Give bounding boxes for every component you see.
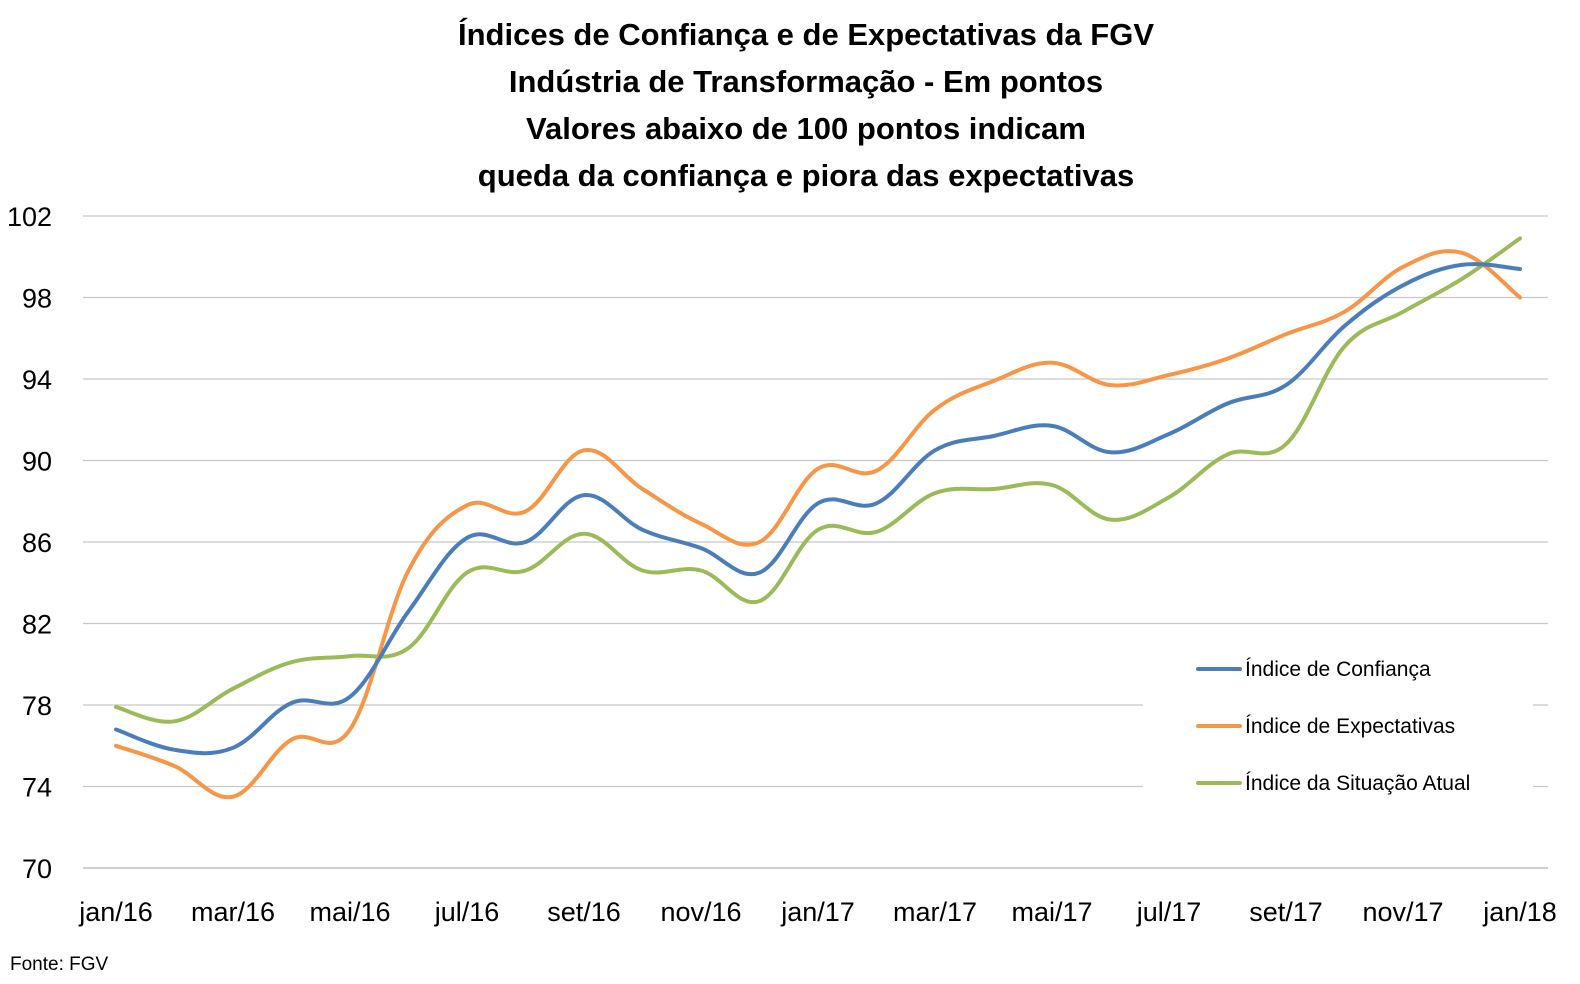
legend-entry-label: Índice de Expectativas [1245, 715, 1455, 738]
y-tick-label: 70 [22, 854, 52, 884]
legend: Índice de Confiança Índice de Expectativa… [1143, 637, 1533, 815]
y-tick-label: 78 [22, 691, 52, 721]
x-tick-label: jul/16 [434, 897, 500, 927]
y-tick-label: 74 [22, 773, 52, 803]
chart-title: Índices de Confiança e de Expectativas d… [458, 17, 1154, 193]
x-tick-label: mai/17 [1011, 897, 1092, 927]
x-tick-label: nov/17 [1362, 897, 1443, 927]
y-axis-tick-labels: 70 74 78 82 86 90 94 98 102 [7, 202, 52, 884]
y-tick-label: 90 [22, 447, 52, 477]
x-tick-label: mai/16 [309, 897, 390, 927]
legend-entry-label: Índice de Confiança [1245, 658, 1431, 681]
y-tick-label: 98 [22, 284, 52, 314]
series-line [114, 262, 1522, 756]
source-note: Fonte: FGV [10, 954, 109, 975]
x-axis-tick-labels: jan/16 mar/16 mai/16 jul/16 set/16 nov/16 jan/… [78, 897, 1557, 927]
x-tick-label: set/16 [547, 897, 621, 927]
x-tick-label: mar/17 [893, 897, 977, 927]
chart-title-line: Valores abaixo de 100 pontos indicam [526, 111, 1086, 146]
x-tick-label: set/17 [1249, 897, 1323, 927]
series-lines [114, 236, 1522, 800]
chart-title-line: queda da confiança e piora das expectati… [478, 158, 1134, 193]
x-tick-label: jan/16 [78, 897, 153, 927]
y-tick-label: 102 [7, 202, 52, 232]
series-line [114, 236, 1522, 724]
y-tick-label: 86 [22, 528, 52, 558]
x-tick-label: jul/17 [1136, 897, 1202, 927]
y-tick-label: 82 [22, 610, 52, 640]
x-tick-label: jan/18 [1482, 897, 1557, 927]
legend-entry-label: Índice da Situação Atual [1245, 772, 1470, 795]
chart-title-line: Índices de Confiança e de Expectativas d… [458, 17, 1154, 52]
chart-title-line: Indústria de Transformação - Em pontos [509, 64, 1103, 99]
series-line [114, 249, 1522, 800]
x-tick-label: jan/17 [780, 897, 855, 927]
x-tick-label: mar/16 [191, 897, 275, 927]
y-tick-label: 94 [22, 365, 52, 395]
x-tick-label: nov/16 [660, 897, 741, 927]
